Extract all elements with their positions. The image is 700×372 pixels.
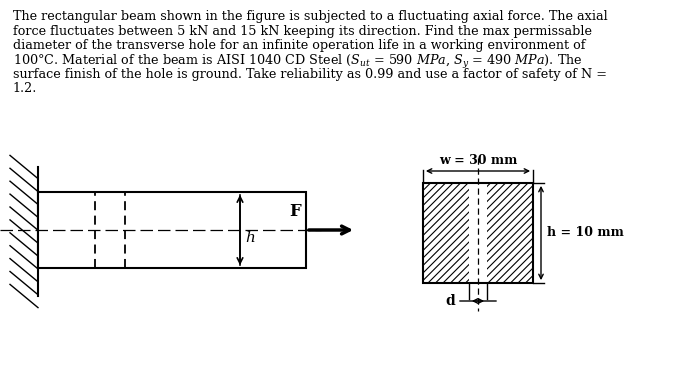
- Text: The rectangular beam shown in the figure is subjected to a fluctuating axial for: The rectangular beam shown in the figure…: [13, 10, 608, 23]
- Text: 100°C. Material of the beam is AISI 1040 CD Steel ($S_{ut}$ = 590 $MPa$, $S_y$ =: 100°C. Material of the beam is AISI 1040…: [13, 54, 582, 71]
- Text: force fluctuates between 5 kN and 15 kN keeping its direction. Find the max perm: force fluctuates between 5 kN and 15 kN …: [13, 25, 592, 38]
- Text: h: h: [245, 231, 255, 245]
- Text: w = 30 mm: w = 30 mm: [439, 154, 517, 167]
- Text: 1.2.: 1.2.: [13, 83, 37, 96]
- Text: F: F: [289, 203, 301, 220]
- Text: d: d: [445, 294, 455, 308]
- Text: h = 10 mm: h = 10 mm: [547, 227, 624, 240]
- Bar: [38, 192, 306, 268]
- Bar: [423, 183, 533, 283]
- Text: diameter of the transverse hole for an infinite operation life in a working envi: diameter of the transverse hole for an i…: [13, 39, 585, 52]
- Bar: [469, 183, 487, 283]
- Bar: [423, 183, 533, 283]
- Text: surface finish of the hole is ground. Take reliability as 0.99 and use a factor : surface finish of the hole is ground. Ta…: [13, 68, 607, 81]
